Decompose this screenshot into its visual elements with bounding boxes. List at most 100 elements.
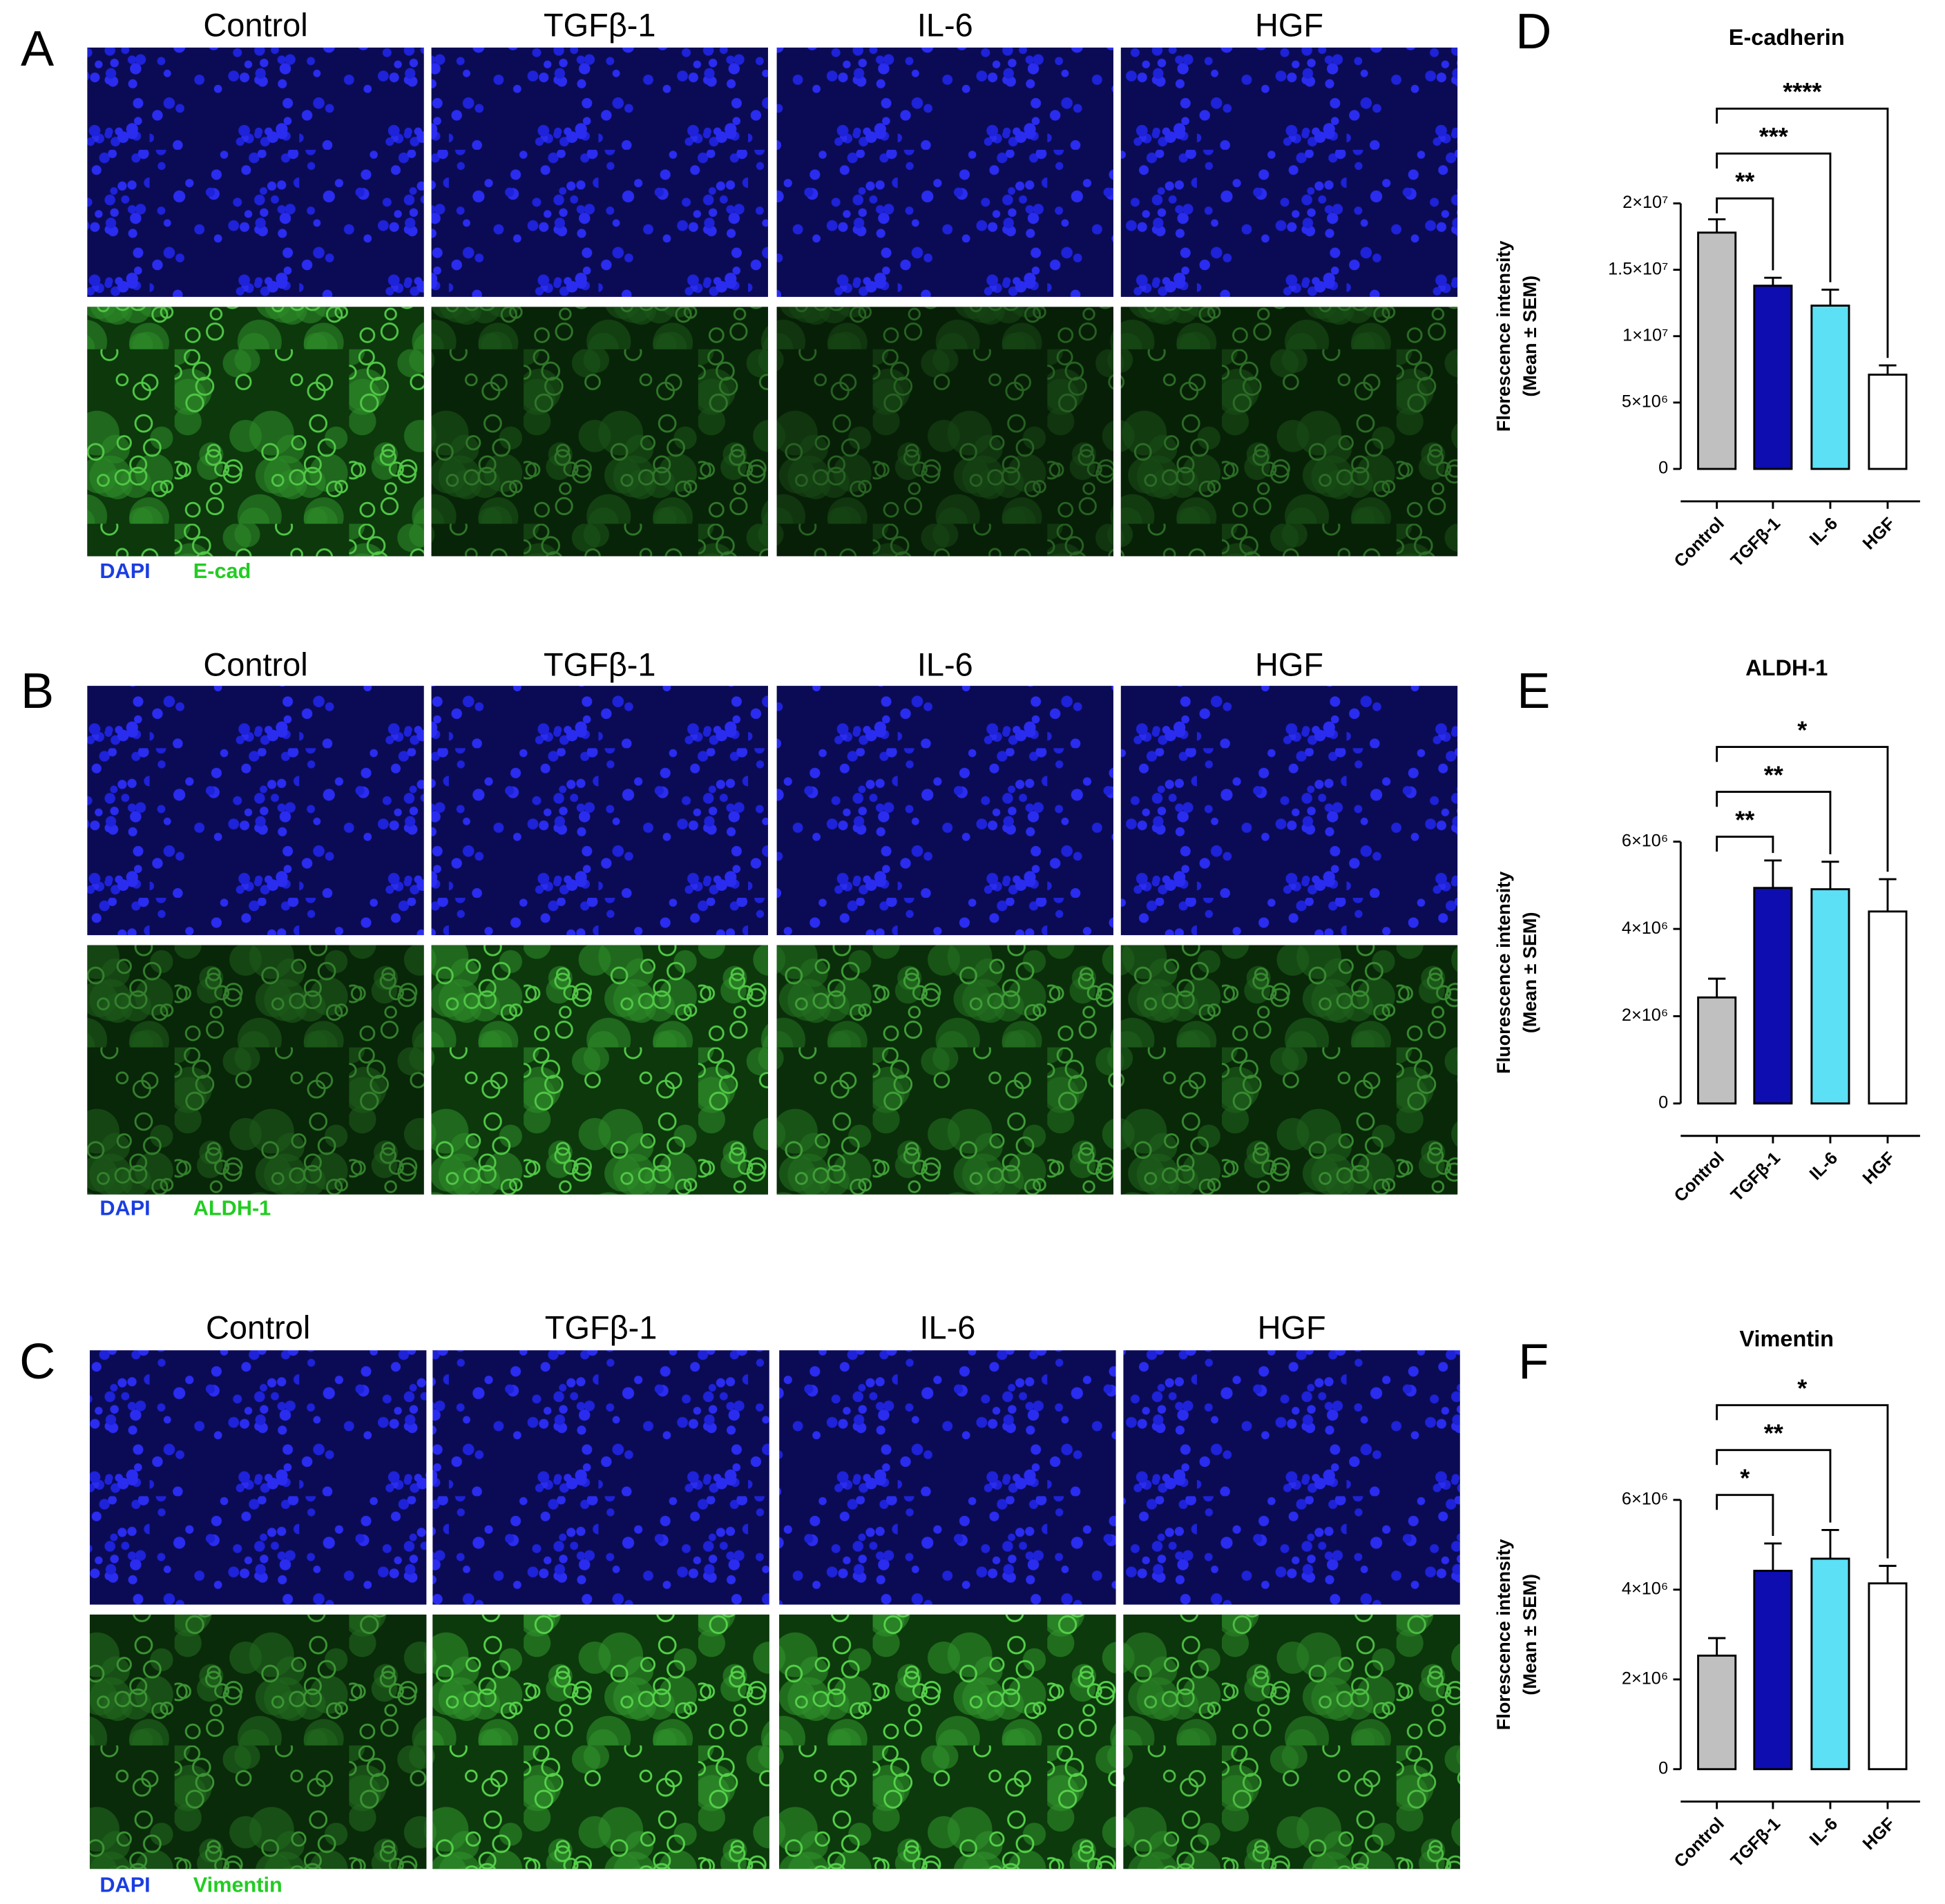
significance-bracket [1716,791,1832,854]
panel-letter: A [21,21,54,77]
bar [1868,1582,1908,1771]
stain-image [1120,307,1458,557]
legend-marker: E-cad [193,559,251,583]
legend-dapi: DAPI [99,559,150,583]
stain-image [776,945,1113,1195]
panel-letter: B [21,664,54,719]
stain-image [432,1614,769,1869]
panel-letter: F [1518,1334,1549,1389]
significance-label: ** [1735,805,1755,834]
y-tick-label: 6×10⁶ [1622,831,1668,850]
chart-title: Vimentin [1739,1326,1834,1351]
bar [1697,231,1737,470]
error-bar [1821,1528,1839,1559]
stain-image [431,945,768,1195]
error-bar [1821,860,1839,890]
bar [1810,1557,1850,1771]
column-label: HGF [1258,1310,1326,1346]
error-bar [1879,364,1897,375]
dapi-image [1120,686,1458,936]
y-tick-label: 6×10⁶ [1622,1490,1668,1509]
significance-label: ** [1764,760,1784,789]
x-tick-label: Control [1671,1148,1728,1206]
x-tick-label: TGFβ-1 [1727,1148,1784,1205]
bar [1810,305,1850,470]
column-label: IL-6 [917,7,973,43]
dapi-image [431,47,768,297]
significance-label: * [1740,1464,1750,1492]
column-label: IL-6 [919,1310,975,1346]
stain-image [1123,1614,1460,1869]
x-tick-label: HGF [1859,514,1899,554]
legend-dapi: DAPI [99,1873,150,1897]
bar [1810,888,1850,1105]
bar [1753,285,1793,470]
y-tick-label: 2×10⁶ [1622,1669,1668,1688]
significance-label: **** [1783,77,1822,106]
column-label: IL-6 [917,646,973,682]
panel-letter: E [1517,664,1550,719]
y-tick-label: 0 [1658,459,1668,478]
y-tick-label: 1.5×10⁷ [1608,259,1668,278]
y-axis-label: Florescence intensity [1493,1539,1514,1730]
x-tick-label: TGFβ-1 [1727,1814,1784,1871]
legend-marker: ALDH-1 [193,1195,271,1220]
significance-bracket [1716,1449,1832,1523]
y-tick-label: 4×10⁶ [1622,919,1668,938]
significance-label: ** [1764,1419,1784,1448]
legend-dapi: DAPI [99,1195,150,1220]
dapi-image [432,1350,769,1605]
dapi-image [776,686,1113,936]
y-axis-label: (Mean ± SEM) [1519,1574,1540,1695]
stain-image [431,307,768,557]
dapi-image [87,47,424,297]
error-bar [1879,1564,1897,1584]
dapi-image [87,686,424,936]
y-tick-label: 2×10⁷ [1622,193,1668,212]
y-tick-label: 0 [1658,1758,1668,1778]
dapi-image [776,47,1113,297]
stain-image [779,1614,1116,1869]
y-tick-label: 1×10⁷ [1622,325,1668,345]
bar [1753,887,1793,1105]
x-tick-label: HGF [1859,1814,1899,1854]
x-tick-label: Control [1671,514,1728,571]
error-bar [1821,289,1839,306]
stain-image [89,1614,427,1869]
column-label: Control [206,1310,310,1346]
bar [1868,910,1908,1105]
dapi-image [1123,1350,1460,1605]
column-label: HGF [1255,7,1323,43]
panel-letter: D [1515,4,1551,59]
panel-letter: C [19,1334,55,1389]
column-label: TGFβ-1 [545,1310,658,1346]
dapi-image [779,1350,1116,1605]
column-label: TGFβ-1 [544,7,656,43]
error-bar [1708,218,1726,233]
y-axis-label: Fluorescence intensity [1493,872,1514,1074]
x-tick-label: IL-6 [1806,1148,1842,1184]
error-bar [1708,977,1726,998]
chart-title: ALDH-1 [1745,655,1828,680]
stain-image [1120,945,1458,1195]
significance-label: ** [1735,167,1755,195]
y-tick-label: 4×10⁶ [1622,1579,1668,1598]
significance-label: * [1797,1374,1808,1403]
x-tick-label: IL-6 [1806,1814,1842,1850]
significance-bracket [1716,1404,1889,1559]
bar [1697,1654,1737,1771]
x-tick-label: IL-6 [1806,514,1842,550]
column-label: Control [203,7,307,43]
bar [1697,996,1737,1105]
y-tick-label: 2×10⁶ [1622,1006,1668,1025]
error-bar [1764,1542,1782,1571]
x-tick-label: Control [1671,1814,1728,1872]
stain-image [87,307,424,557]
column-label: Control [203,646,307,682]
y-tick-label: 5×10⁶ [1622,392,1668,412]
error-bar [1708,1637,1726,1656]
bar [1868,374,1908,470]
column-label: HGF [1255,646,1323,682]
